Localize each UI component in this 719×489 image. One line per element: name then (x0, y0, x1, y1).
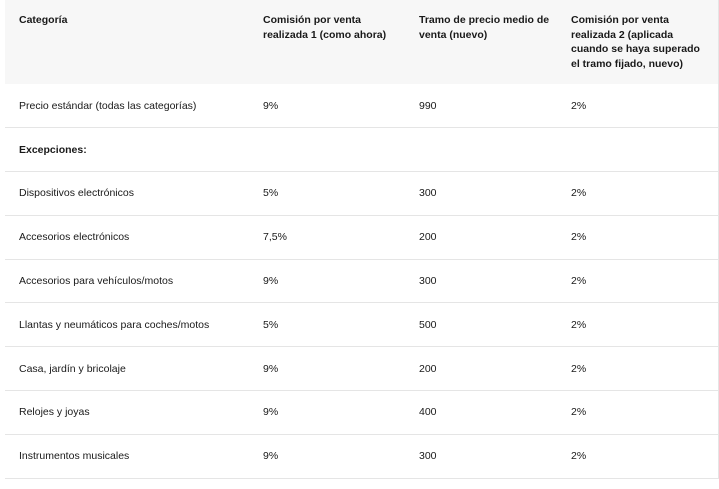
cell-price-tier: 300 (419, 450, 437, 463)
cell-fee-2: 2% (571, 450, 587, 463)
cell-category: Casa, jardín y bricolaje (19, 362, 126, 375)
header-category: Categoría (19, 14, 68, 26)
cell-category: Relojes y joyas (19, 406, 90, 419)
cell-fee-2 (558, 128, 719, 172)
header-fee-1: Comisión por venta realizada 1 (como aho… (263, 14, 387, 41)
section-label: Excepciones: (19, 143, 87, 156)
cell-fee-1: 9% (263, 99, 279, 112)
table-row: Dispositivos electrónicos 5% 300 2% (5, 171, 719, 216)
cell-fee-2: 2% (571, 275, 587, 288)
cell-fee-2: 2% (571, 318, 587, 331)
cell-fee-2: 2% (571, 362, 587, 375)
fee-table: Categoría Comisión por venta realizada 1… (5, 0, 719, 479)
cell-fee-1: 5% (263, 187, 279, 200)
table-row: Llantas y neumáticos para coches/motos 5… (5, 302, 719, 347)
cell-fee-2: 2% (571, 187, 587, 200)
cell-fee-1: 9% (263, 406, 279, 419)
cell-fee-1: 9% (263, 450, 279, 463)
cell-fee-1: 9% (263, 275, 279, 288)
table-row: Precio estándar (todas las categorías) 9… (5, 84, 719, 128)
table-row: Accesorios para vehículos/motos 9% 300 2… (5, 259, 719, 303)
table-row: Instrumentos musicales 9% 300 2% (5, 434, 719, 479)
cell-category: Dispositivos electrónicos (19, 187, 134, 200)
cell-price-tier: 300 (419, 187, 437, 200)
cell-fee-2: 2% (571, 406, 587, 419)
header-price-tier: Tramo de precio medio de venta (nuevo) (419, 14, 550, 41)
cell-price-tier: 990 (419, 99, 437, 112)
cell-price-tier: 200 (419, 362, 437, 375)
header-fee-2: Comisión por venta realizada 2 (aplicada… (571, 14, 700, 70)
cell-category: Instrumentos musicales (19, 450, 130, 463)
cell-fee-1: 9% (263, 362, 279, 375)
cell-fee-1: 7,5% (263, 231, 287, 244)
table-row: Casa, jardín y bricolaje 9% 200 2% (5, 346, 719, 391)
cell-price-tier: 500 (419, 318, 437, 331)
cell-fee-1: 5% (263, 318, 279, 331)
cell-fee-2: 2% (571, 231, 587, 244)
cell-price-tier: 200 (419, 231, 437, 244)
cell-category: Llantas y neumáticos para coches/motos (19, 318, 210, 331)
section-row-exceptions: Excepciones: (5, 127, 719, 172)
cell-category: Precio estándar (todas las categorías) (19, 99, 197, 112)
cell-fee-1 (250, 128, 406, 172)
table-row: Relojes y joyas 9% 400 2% (5, 390, 719, 435)
cell-price-tier: 400 (419, 406, 437, 419)
table-row: Accesorios electrónicos 7,5% 200 2% (5, 215, 719, 259)
table-header: Categoría Comisión por venta realizada 1… (5, 0, 719, 84)
table-body: Precio estándar (todas las categorías) 9… (5, 84, 719, 479)
cell-category: Accesorios electrónicos (19, 231, 130, 244)
cell-category: Accesorios para vehículos/motos (19, 275, 174, 288)
cell-fee-2: 2% (571, 99, 587, 112)
header-row: Categoría Comisión por venta realizada 1… (5, 0, 719, 84)
cell-price-tier (406, 128, 558, 172)
cell-price-tier: 300 (419, 275, 437, 288)
